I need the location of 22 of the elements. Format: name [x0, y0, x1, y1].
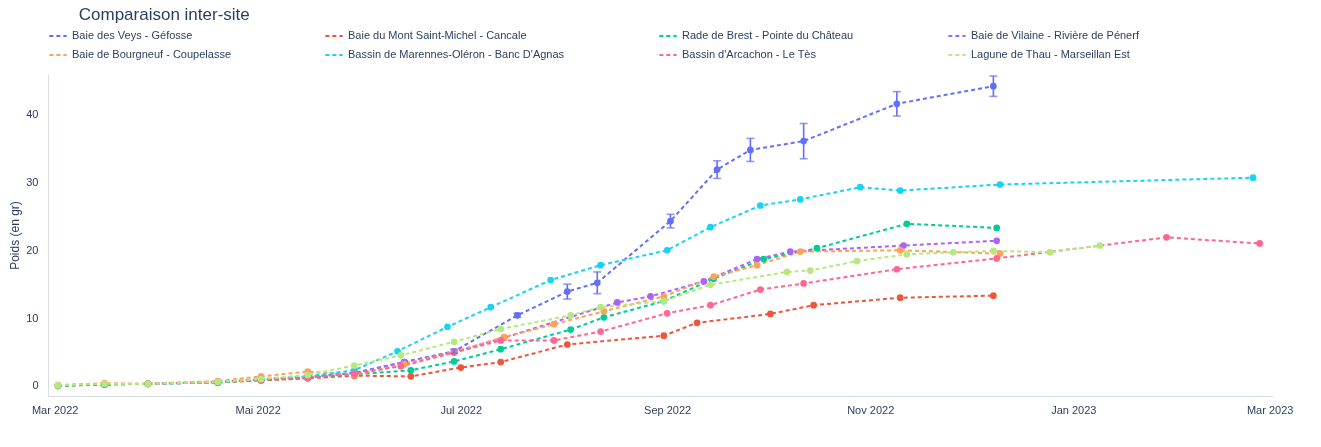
x-tick-label: Mar 2022	[31, 403, 79, 416]
legend-label: Bassin d'Arcachon - Le Tès	[682, 48, 817, 60]
y-tick-label: 10	[26, 311, 39, 324]
legend-label: Baie de Vilaine - Rivière de Pénerf	[971, 29, 1140, 41]
x-tick-label: Sep 2022	[644, 403, 692, 416]
legend-label: Bassin de Marennes-Oléron - Banc D'Agnas	[348, 48, 565, 60]
chart-title: Comparaison inter-site	[78, 5, 250, 24]
legend-label: Baie du Mont Saint-Michel - Cancale	[348, 29, 527, 41]
y-tick-label: 0	[32, 379, 39, 392]
x-tick-label: Jan 2023	[1051, 403, 1097, 416]
x-tick-label: Mar 2023	[1246, 403, 1294, 416]
y-tick-label: 40	[26, 108, 39, 121]
y-axis-title: Poids (en gr)	[8, 201, 23, 270]
legend-label: Rade de Brest - Pointe du Château	[682, 29, 854, 41]
legend-label: Baie de Bourgneuf - Coupelasse	[72, 48, 231, 60]
x-tick-label: Jul 2022	[440, 403, 483, 416]
y-tick-label: 20	[26, 243, 39, 256]
legend-label: Lagune de Thau - Marseillan Est	[971, 48, 1130, 60]
legend-label: Baie des Veys - Géfosse	[72, 29, 193, 41]
y-tick-label: 30	[26, 175, 39, 188]
x-tick-label: Mai 2022	[235, 403, 281, 416]
x-tick-label: Nov 2022	[847, 403, 895, 416]
